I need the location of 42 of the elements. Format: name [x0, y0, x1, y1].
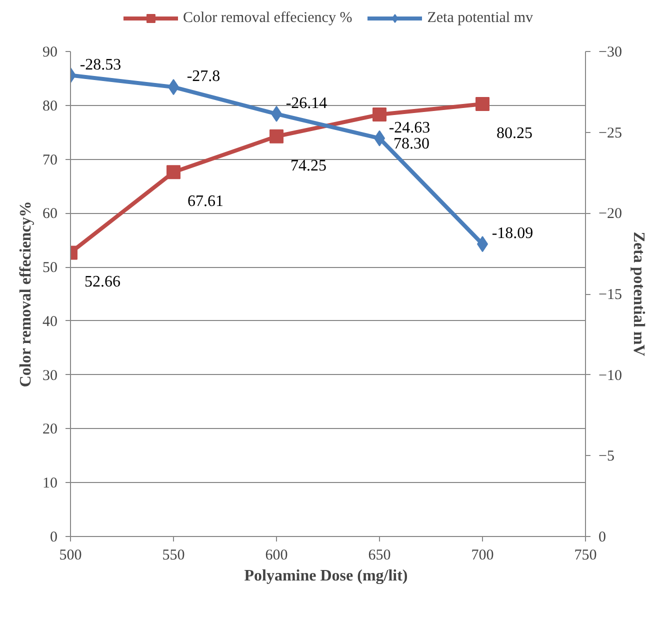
y-tick-label: 80	[42, 98, 58, 114]
data-label: -27.8	[186, 68, 220, 86]
y2-tick-label: −25	[598, 125, 622, 142]
point	[372, 108, 386, 122]
point	[476, 97, 490, 112]
x-tick-label: 550	[162, 548, 185, 564]
y-tick-label: 0	[50, 530, 58, 546]
y-tick-label: 20	[42, 422, 58, 438]
y2-tick-label: 0	[598, 530, 606, 546]
y2-tick-label: −30	[598, 44, 622, 60]
point	[270, 129, 284, 144]
y-axis-title: Color removal effeciency%	[18, 201, 34, 388]
y2-tick-label: −15	[598, 287, 622, 303]
point	[166, 165, 180, 180]
y2-tick-label: −5	[598, 448, 614, 465]
y-tick-label: 70	[42, 152, 58, 168]
y-tick-label: 40	[42, 314, 58, 330]
y-tick-label: 10	[42, 476, 58, 492]
y-tick-label: 90	[42, 44, 58, 60]
data-label: -18.09	[492, 225, 534, 242]
y2-axis-title: Zeta potential mV	[630, 232, 647, 357]
x-tick-label: 500	[59, 548, 82, 564]
data-label: 78.30	[394, 136, 430, 153]
data-label: 67.61	[188, 193, 224, 210]
data-label: -28.53	[80, 56, 122, 74]
data-label: 80.25	[496, 125, 532, 142]
data-label: -24.63	[388, 119, 430, 136]
x-tick-label: 650	[368, 548, 391, 564]
data-label: -26.14	[286, 94, 328, 112]
x-axis-title: Polyamine Dose (mg/lit)	[244, 568, 408, 584]
legend-label: Zeta potential mv	[427, 10, 534, 26]
data-label: 74.25	[290, 157, 326, 174]
y-tick-label: 60	[42, 206, 58, 222]
x-tick-label: 750	[574, 548, 597, 564]
y-tick-label: 50	[42, 260, 58, 276]
x-tick-label: 700	[471, 548, 494, 564]
y-tick-label: 30	[42, 368, 58, 384]
y2-tick-label: −20	[598, 206, 622, 222]
y2-tick-label: −10	[598, 368, 622, 384]
x-tick-label: 600	[265, 548, 288, 564]
data-label: 52.66	[84, 274, 120, 291]
legend-label: Color removal effeciency %	[182, 10, 352, 26]
